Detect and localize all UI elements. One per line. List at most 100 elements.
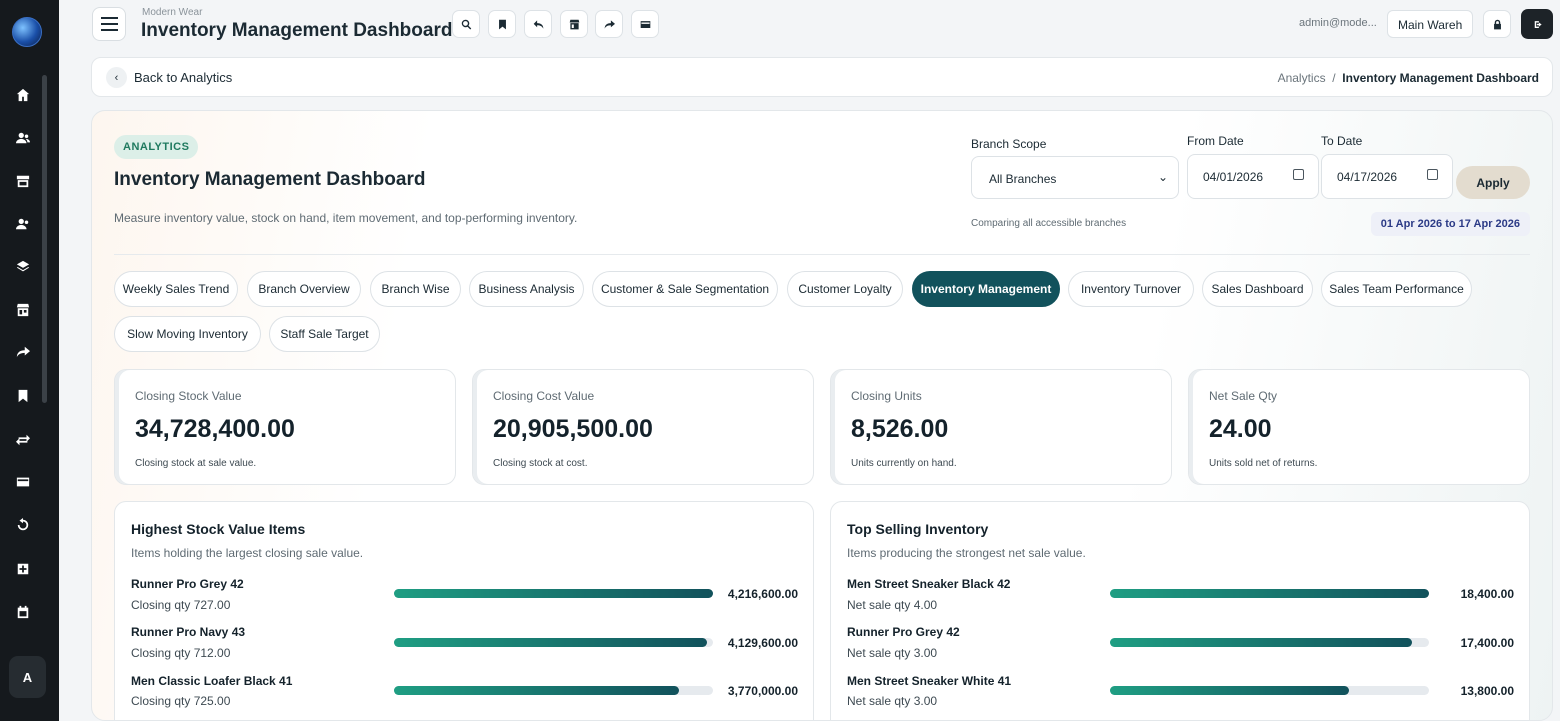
card-icon[interactable]: [14, 473, 32, 491]
item-qty: Closing qty 725.00: [131, 694, 231, 708]
item-qty: Net sale qty 3.00: [847, 694, 938, 708]
tab-slow-moving-inventory[interactable]: Slow Moving Inventory: [114, 316, 261, 352]
kpi-label: Closing Units: [851, 389, 922, 403]
return-button[interactable]: [524, 10, 552, 38]
tab-customer-loyalty[interactable]: Customer Loyalty: [787, 271, 903, 307]
item-value: 4,129,600.00: [727, 636, 798, 650]
item-qty: Net sale qty 3.00: [847, 646, 938, 660]
tab-business-analysis[interactable]: Business Analysis: [469, 271, 584, 307]
tab-branch-wise[interactable]: Branch Wise: [370, 271, 461, 307]
top-bar: Modern Wear Inventory Management Dashboa…: [59, 0, 1560, 48]
breadcrumb-parent[interactable]: Analytics: [1277, 71, 1326, 85]
tab-sales-team-performance[interactable]: Sales Team Performance: [1321, 271, 1472, 307]
forward-button[interactable]: [595, 10, 623, 38]
kpi-card-closing-stock-value: Closing Stock Value 34,728,400.00 Closin…: [114, 369, 456, 485]
home-icon[interactable]: [14, 86, 32, 104]
tab-weekly-sales-trend[interactable]: Weekly Sales Trend: [114, 271, 238, 307]
card-title: Highest Stock Value Items: [131, 521, 306, 537]
breadcrumb-bar: ‹ Back to Analytics Analytics / Inventor…: [91, 57, 1553, 97]
back-button[interactable]: ‹: [106, 67, 127, 88]
value-bar-fill: [394, 589, 713, 598]
page-description: Measure inventory value, stock on hand, …: [114, 211, 578, 225]
user-avatar-button[interactable]: A: [9, 656, 46, 698]
apply-button[interactable]: Apply: [1456, 166, 1530, 199]
date-range-pill: 01 Apr 2026 to 17 Apr 2026: [1370, 212, 1530, 236]
value-bar-track: [394, 686, 713, 695]
value-bar-fill: [1110, 589, 1429, 598]
kpi-value: 24.00: [1209, 415, 1272, 443]
calendar-icon[interactable]: [1427, 169, 1438, 180]
dashboard-panel: ANALYTICS Inventory Management Dashboard…: [91, 110, 1553, 721]
branch-scope-select[interactable]: All Branches ⌄: [971, 156, 1179, 199]
item-value: 3,770,000.00: [727, 684, 798, 698]
search-icon: [461, 19, 471, 29]
divider: [114, 254, 1530, 255]
return-icon: [533, 19, 543, 29]
card-subtitle: Items holding the largest closing sale v…: [131, 546, 364, 560]
users-icon[interactable]: [14, 129, 32, 147]
kpi-card-closing-units: Closing Units 8,526.00 Units currently o…: [830, 369, 1172, 485]
shop-button[interactable]: [560, 10, 588, 38]
breadcrumb-separator: /: [1332, 71, 1336, 85]
item-value: 18,400.00: [1460, 587, 1514, 601]
layers-icon[interactable]: [14, 258, 32, 276]
card-title: Top Selling Inventory: [847, 521, 989, 537]
app-title: Inventory Management Dashboard: [141, 20, 453, 41]
bookmark-icon[interactable]: [14, 387, 32, 405]
hamburger-menu-button[interactable]: [92, 7, 126, 41]
from-date-input[interactable]: 04/01/2026: [1187, 154, 1319, 199]
search-button[interactable]: [452, 10, 480, 38]
tab-sales-dashboard[interactable]: Sales Dashboard: [1202, 271, 1313, 307]
comparison-note: Comparing all accessible branches: [971, 218, 1127, 229]
logout-icon: [1534, 20, 1542, 28]
kpi-label: Closing Cost Value: [493, 389, 595, 403]
back-to-analytics-link[interactable]: Back to Analytics: [134, 70, 233, 85]
breadcrumb-current: Inventory Management Dashboard: [1342, 71, 1539, 85]
lock-button[interactable]: [1483, 10, 1511, 38]
branch-scope-value: All Branches: [989, 172, 1057, 186]
item-qty: Closing qty 727.00: [131, 598, 231, 612]
kpi-value: 8,526.00: [851, 415, 949, 443]
bookmark-icon: [498, 19, 506, 29]
to-date-input[interactable]: 04/17/2026: [1321, 154, 1453, 199]
tab-customer-sale-segmentation[interactable]: Customer & Sale Segmentation: [592, 271, 778, 307]
branch-scope-label: Branch Scope: [971, 137, 1047, 151]
add-box-icon[interactable]: [14, 560, 32, 578]
tab-inventory-management[interactable]: Inventory Management: [912, 271, 1060, 307]
bookmark-button[interactable]: [488, 10, 516, 38]
kpi-value: 34,728,400.00: [135, 415, 295, 443]
calendar-icon[interactable]: [1293, 169, 1304, 180]
item-value: 13,800.00: [1460, 684, 1514, 698]
item-qty: Closing qty 712.00: [131, 646, 231, 660]
kpi-note: Units sold net of returns.: [1209, 458, 1318, 469]
kpi-note: Units currently on hand.: [851, 458, 957, 469]
kpi-note: Closing stock at sale value.: [135, 458, 257, 469]
refresh-icon[interactable]: [14, 516, 32, 534]
item-name: Men Street Sneaker Black 42: [847, 577, 1011, 591]
kpi-note: Closing stock at cost.: [493, 458, 588, 469]
tab-branch-overview[interactable]: Branch Overview: [247, 271, 361, 307]
item-name: Runner Pro Grey 42: [847, 625, 960, 639]
logout-button[interactable]: [1521, 9, 1553, 39]
sidebar-scrollbar[interactable]: [42, 75, 47, 403]
page-title: Inventory Management Dashboard: [114, 169, 426, 190]
calendar-icon[interactable]: [14, 603, 32, 621]
value-bar-fill: [1110, 638, 1412, 647]
tab-inventory-turnover[interactable]: Inventory Turnover: [1068, 271, 1194, 307]
transfer-icon[interactable]: [14, 431, 32, 449]
tab-staff-sale-target[interactable]: Staff Sale Target: [269, 316, 380, 352]
top-selling-inventory-card: Top Selling Inventory Items producing th…: [830, 501, 1530, 720]
customers-icon[interactable]: [14, 215, 32, 233]
shop-icon[interactable]: [14, 301, 32, 319]
share-arrow-icon[interactable]: [14, 343, 32, 361]
globe-logo[interactable]: [12, 17, 42, 47]
value-bar-track: [1110, 686, 1429, 695]
kpi-label: Net Sale Qty: [1209, 389, 1278, 403]
store-icon[interactable]: [14, 172, 32, 190]
wallet-button[interactable]: [631, 10, 659, 38]
kpi-card-closing-cost-value: Closing Cost Value 20,905,500.00 Closing…: [472, 369, 814, 485]
wallet-icon: [640, 20, 650, 28]
item-value: 17,400.00: [1460, 636, 1514, 650]
value-bar-fill: [394, 638, 707, 647]
warehouse-select[interactable]: Main Wareh: [1387, 10, 1473, 38]
